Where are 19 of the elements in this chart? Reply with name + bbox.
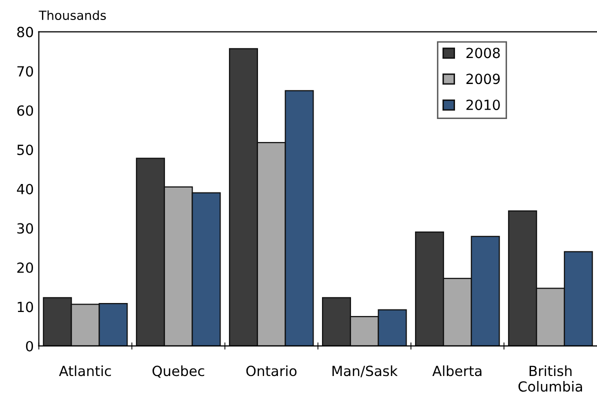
y-tick-label: 10: [18, 302, 34, 312]
x-tick-label: Atlantic: [59, 365, 111, 376]
y-tick-label: 30: [17, 223, 34, 234]
y-tick-label: 20: [17, 262, 34, 273]
y-tick-label: 50: [17, 144, 34, 156]
y-tick-label: 40: [16, 184, 34, 194]
legend-label: 2010: [466, 100, 500, 110]
legend-label: 2008: [466, 48, 500, 58]
y-axis-title: Thousands: [38, 10, 106, 20]
legend-label: 2009: [466, 74, 500, 84]
x-tick-label: Ontario: [246, 365, 297, 376]
y-tick-label: 80: [17, 26, 34, 38]
x-tick-label: Quebec: [152, 365, 204, 378]
y-tick-label: 70: [17, 66, 34, 77]
x-tick-label: British Columbia: [518, 365, 582, 392]
x-tick-label: Man/Sask: [332, 365, 398, 378]
y-tick-label: 0: [26, 340, 34, 352]
y-tick-label: 60: [17, 105, 34, 116]
x-tick-label: Alberta: [432, 365, 482, 376]
